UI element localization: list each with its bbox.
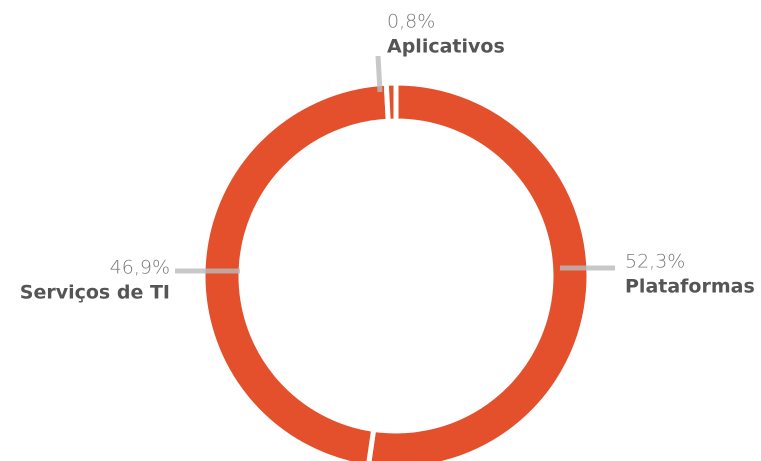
category-label: Plataformas [625, 276, 755, 298]
category-label: Aplicativos [387, 36, 505, 58]
value-label: 46,9% [110, 257, 170, 279]
donut-slice [383, 80, 399, 124]
leader-line [375, 55, 383, 93]
value-label: 52,3% [625, 251, 685, 273]
value-label: 0,8% [387, 11, 435, 33]
category-label: Serviços de TI [20, 282, 170, 304]
donut-slice [366, 80, 592, 461]
